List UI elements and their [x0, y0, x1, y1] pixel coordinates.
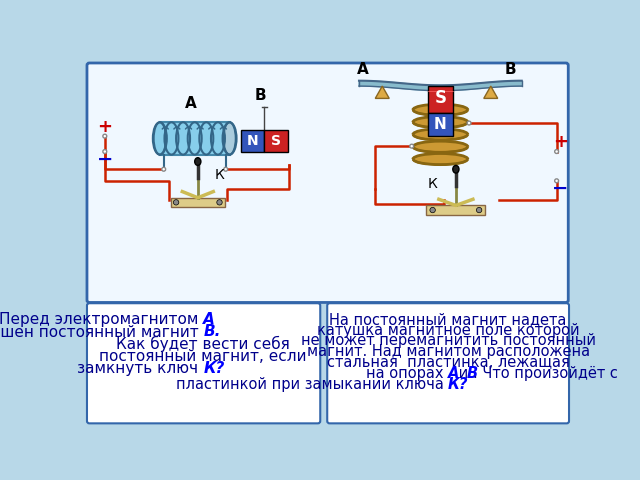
- FancyBboxPatch shape: [327, 303, 569, 423]
- Text: +: +: [97, 118, 112, 136]
- Text: S: S: [271, 134, 281, 148]
- Text: S: S: [435, 89, 446, 108]
- Text: В: В: [504, 62, 516, 77]
- Ellipse shape: [413, 117, 467, 128]
- Ellipse shape: [413, 142, 467, 152]
- Ellipse shape: [413, 129, 467, 140]
- Ellipse shape: [467, 121, 471, 125]
- Text: и: и: [454, 366, 473, 381]
- Text: постоянный магнит, если: постоянный магнит, если: [99, 349, 307, 364]
- Polygon shape: [375, 86, 389, 98]
- Text: стальная  пластинка, лежащая: стальная пластинка, лежащая: [326, 355, 570, 370]
- Ellipse shape: [217, 200, 222, 205]
- Bar: [264, 130, 288, 152]
- Bar: [428, 86, 452, 113]
- Text: пластинкой при замыкании ключа: пластинкой при замыкании ключа: [175, 377, 448, 392]
- Text: N: N: [434, 117, 447, 132]
- Ellipse shape: [103, 134, 107, 138]
- Polygon shape: [484, 86, 498, 98]
- Text: +: +: [553, 133, 568, 151]
- Ellipse shape: [162, 168, 166, 171]
- Bar: [171, 198, 225, 207]
- Text: Перед электромагнитом: Перед электромагнитом: [0, 312, 204, 327]
- Text: не может перемагнитить постоянный: не может перемагнитить постоянный: [301, 334, 596, 348]
- Text: А: А: [185, 96, 196, 111]
- Bar: [426, 205, 485, 215]
- Ellipse shape: [224, 168, 228, 171]
- Ellipse shape: [476, 207, 482, 213]
- Bar: [160, 122, 230, 155]
- Text: В: В: [255, 88, 266, 103]
- Ellipse shape: [413, 105, 467, 115]
- Text: А: А: [448, 366, 460, 381]
- Text: . Что произойдёт с: . Что произойдёт с: [473, 366, 618, 381]
- Ellipse shape: [430, 207, 435, 213]
- Text: К: К: [428, 177, 438, 191]
- Ellipse shape: [413, 154, 467, 165]
- FancyBboxPatch shape: [87, 303, 320, 423]
- Text: −: −: [97, 150, 113, 169]
- Text: Как будет вести себя: Как будет вести себя: [116, 336, 290, 352]
- Ellipse shape: [154, 122, 166, 155]
- Text: катушка магнитное поле которой: катушка магнитное поле которой: [317, 323, 579, 338]
- Text: В: В: [467, 366, 478, 381]
- Text: На постоянный магнит надета: На постоянный магнит надета: [330, 312, 567, 327]
- Text: подвешен постоянный магнит: подвешен постоянный магнит: [0, 324, 204, 339]
- Ellipse shape: [410, 144, 413, 148]
- Text: магнит. Над магнитом расположена: магнит. Над магнитом расположена: [307, 344, 589, 359]
- FancyBboxPatch shape: [87, 63, 568, 302]
- Text: N: N: [247, 134, 259, 148]
- Ellipse shape: [103, 150, 107, 154]
- Text: −: −: [552, 179, 569, 198]
- Bar: [428, 113, 452, 136]
- Ellipse shape: [223, 122, 236, 155]
- Polygon shape: [359, 81, 522, 91]
- Text: А: А: [357, 62, 369, 77]
- Text: К: К: [214, 168, 225, 181]
- Text: замкнуть ключ: замкнуть ключ: [77, 361, 204, 376]
- Text: на опорах: на опорах: [366, 366, 448, 381]
- Ellipse shape: [173, 200, 179, 205]
- Ellipse shape: [555, 179, 559, 183]
- Text: В.: В.: [204, 324, 221, 339]
- Text: К?: К?: [448, 377, 468, 392]
- Text: К?: К?: [204, 361, 225, 376]
- Text: А: А: [204, 312, 215, 327]
- Ellipse shape: [555, 150, 559, 154]
- Ellipse shape: [452, 166, 459, 173]
- Bar: [241, 130, 264, 152]
- Ellipse shape: [195, 158, 201, 166]
